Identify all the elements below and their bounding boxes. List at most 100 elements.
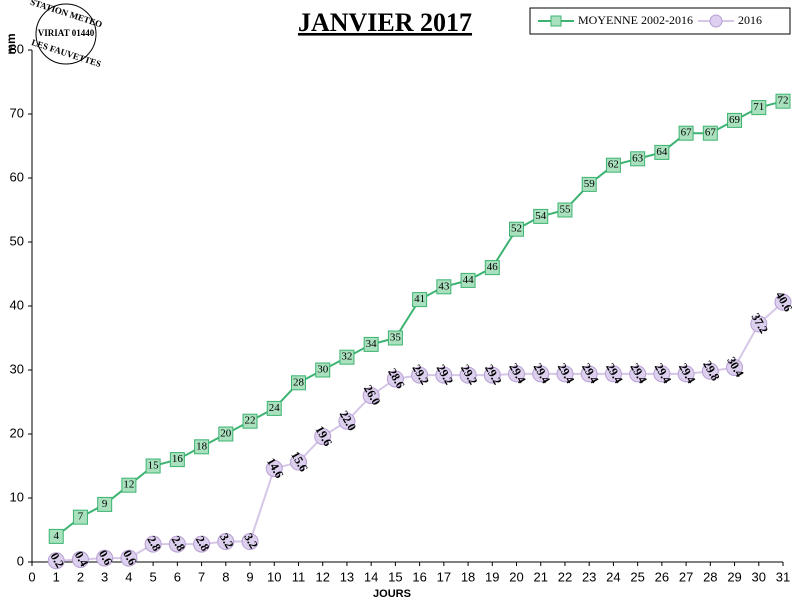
legend-label: MOYENNE 2002-2016 bbox=[578, 13, 693, 27]
y-tick-label: 20 bbox=[10, 425, 24, 440]
marker bbox=[629, 365, 647, 383]
data-label: 44 bbox=[463, 274, 475, 286]
data-label: 29.4 bbox=[652, 361, 675, 386]
marker bbox=[581, 176, 597, 192]
marker bbox=[533, 208, 549, 224]
data-label: 29.4 bbox=[531, 361, 554, 386]
chart-title: JANVIER 2017 bbox=[298, 8, 472, 37]
data-label: 12 bbox=[123, 479, 134, 491]
marker bbox=[605, 157, 621, 173]
y-tick-label: 70 bbox=[10, 105, 24, 120]
marker bbox=[411, 366, 429, 384]
data-label: 16 bbox=[172, 453, 184, 465]
marker bbox=[677, 365, 695, 383]
data-label: 2.8 bbox=[144, 533, 164, 553]
marker bbox=[362, 387, 380, 405]
marker bbox=[509, 221, 525, 237]
data-label: 0.6 bbox=[96, 548, 116, 568]
data-label: 29.4 bbox=[676, 361, 699, 386]
data-label: 35 bbox=[390, 332, 402, 344]
x-tick-label: 15 bbox=[388, 569, 402, 584]
marker bbox=[194, 439, 210, 455]
marker bbox=[460, 272, 476, 288]
data-label: 15 bbox=[148, 460, 160, 472]
y-tick-label: 10 bbox=[10, 489, 24, 504]
data-label: 7 bbox=[78, 511, 84, 523]
data-label: 29.2 bbox=[482, 362, 505, 387]
data-label: 67 bbox=[681, 127, 693, 139]
x-tick-label: 14 bbox=[364, 569, 378, 584]
data-label: 30 bbox=[317, 364, 329, 376]
marker bbox=[217, 533, 235, 551]
marker bbox=[242, 413, 258, 429]
marker bbox=[508, 365, 526, 383]
marker bbox=[751, 100, 767, 116]
marker bbox=[338, 412, 356, 430]
marker bbox=[726, 358, 744, 376]
x-tick-label: 8 bbox=[222, 569, 229, 584]
data-label: 28 bbox=[293, 376, 305, 388]
marker bbox=[47, 552, 65, 570]
marker bbox=[265, 460, 283, 478]
marker bbox=[436, 279, 452, 295]
data-label: 0.4 bbox=[72, 549, 92, 569]
y-tick-label: 30 bbox=[10, 361, 24, 376]
marker bbox=[193, 535, 211, 553]
data-label: 52 bbox=[511, 223, 522, 235]
marker bbox=[144, 535, 162, 553]
data-label: 37.2 bbox=[749, 311, 772, 336]
marker bbox=[120, 549, 138, 567]
data-label: 59 bbox=[584, 178, 596, 190]
x-tick-label: 16 bbox=[412, 569, 426, 584]
data-label: 24 bbox=[269, 402, 281, 414]
marker bbox=[48, 528, 64, 544]
data-label: 29.4 bbox=[555, 361, 578, 386]
data-label: 72 bbox=[778, 95, 789, 107]
data-label: 20 bbox=[220, 428, 232, 440]
data-label: 67 bbox=[705, 127, 717, 139]
marker bbox=[145, 458, 161, 474]
marker bbox=[775, 93, 791, 109]
data-label: 0.2 bbox=[47, 550, 67, 570]
marker bbox=[654, 144, 670, 160]
x-tick-label: 11 bbox=[292, 569, 306, 584]
data-label: 71 bbox=[753, 101, 764, 113]
x-tick-label: 20 bbox=[509, 569, 523, 584]
data-label: 2.8 bbox=[169, 533, 189, 553]
x-tick-label: 17 bbox=[437, 569, 451, 584]
y-tick-label: 40 bbox=[10, 297, 24, 312]
x-tick-label: 9 bbox=[246, 569, 253, 584]
x-tick-label: 13 bbox=[340, 569, 354, 584]
logo-line: VIRIAT 01440 bbox=[38, 28, 95, 38]
marker bbox=[387, 330, 403, 346]
data-label: 2.8 bbox=[193, 533, 213, 553]
marker bbox=[290, 375, 306, 391]
x-tick-label: 28 bbox=[703, 569, 717, 584]
logo: STATION METEO VIRIAT 01440 LES FAUVETTES bbox=[29, 0, 103, 69]
x-tick-label: 10 bbox=[267, 569, 281, 584]
x-tick-label: 30 bbox=[752, 569, 766, 584]
marker bbox=[678, 125, 694, 141]
legend-marker bbox=[550, 15, 562, 27]
data-label: 40.6 bbox=[773, 289, 796, 314]
x-tick-label: 5 bbox=[150, 569, 157, 584]
marker bbox=[435, 366, 453, 384]
data-label: 32 bbox=[341, 351, 352, 363]
y-tick-label: 60 bbox=[10, 169, 24, 184]
data-label: 29.4 bbox=[603, 361, 626, 386]
data-label: 63 bbox=[632, 152, 644, 164]
marker bbox=[289, 453, 307, 471]
marker bbox=[169, 452, 185, 468]
data-label: 43 bbox=[438, 280, 450, 292]
marker bbox=[266, 400, 282, 416]
data-label: 46 bbox=[487, 261, 499, 273]
marker bbox=[218, 426, 234, 442]
x-tick-label: 27 bbox=[679, 569, 693, 584]
data-label: 29.2 bbox=[458, 362, 481, 387]
marker bbox=[702, 125, 718, 141]
data-label: 29.2 bbox=[434, 362, 457, 387]
data-label: 69 bbox=[729, 114, 741, 126]
data-label: 9 bbox=[102, 498, 108, 510]
marker bbox=[363, 336, 379, 352]
